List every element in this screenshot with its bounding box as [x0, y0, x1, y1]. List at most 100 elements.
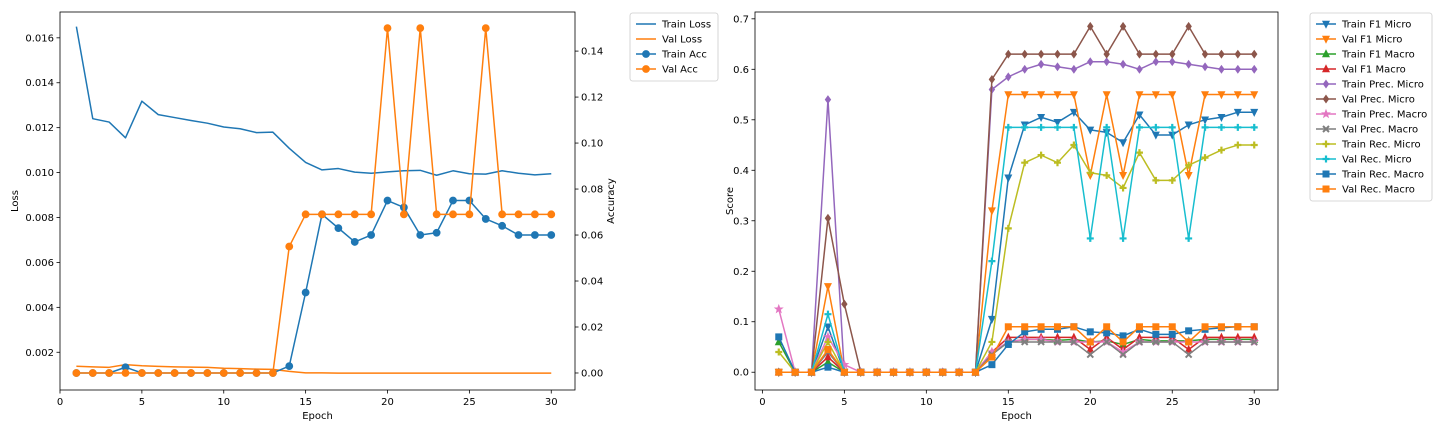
x-tick-label: 10	[920, 397, 933, 408]
legend-label: Train F1 Macro	[1341, 50, 1415, 61]
data-point-val-rec-micro	[824, 310, 832, 318]
series-line-val-loss	[76, 363, 552, 374]
data-point-val-acc	[350, 210, 359, 219]
data-point-val-f1-micro	[1201, 91, 1210, 100]
data-point-val-rec-macro	[1086, 338, 1094, 346]
data-point-train-prec-micro	[1087, 57, 1094, 67]
x-tick-label: 30	[1248, 397, 1261, 408]
y-tick-label: 0.004	[25, 303, 54, 314]
data-point-val-rec-macro	[873, 368, 881, 376]
data-point-val-prec-macro	[1070, 338, 1078, 346]
y-tick-label: 0.5	[733, 115, 749, 126]
data-point-val-prec-micro	[1103, 49, 1110, 59]
data-point-train-f1-micro	[1233, 108, 1242, 117]
data-point-val-rec-micro	[1201, 123, 1209, 131]
data-point-train-acc	[449, 196, 457, 205]
data-point-val-prec-micro	[1201, 49, 1209, 59]
data-point-train-f1-micro	[1086, 126, 1095, 135]
data-point-val-prec-micro	[1005, 49, 1012, 59]
data-point-val-acc	[121, 369, 130, 377]
data-point-train-rec-micro	[1103, 171, 1111, 179]
legend-entry-val-acc: Val Acc	[636, 65, 698, 76]
legend-label: Val Prec. Macro	[1342, 125, 1418, 136]
data-point-train-acc	[530, 231, 539, 239]
data-point-val-rec-micro	[1217, 123, 1225, 131]
legend-marker	[1322, 185, 1330, 193]
data-point-val-prec-micro	[1185, 21, 1192, 31]
data-point-train-rec-micro	[1135, 149, 1143, 157]
data-point-train-f1-micro	[987, 315, 996, 324]
data-point-train-rec-macro	[1119, 332, 1127, 340]
data-point-val-acc	[383, 24, 392, 32]
data-point-val-rec-micro	[1103, 123, 1111, 131]
data-point-val-prec-micro	[1037, 49, 1045, 59]
legend-entry-train-acc: Train Acc	[636, 50, 707, 61]
series-train-acc	[72, 196, 556, 377]
data-point-val-prec-macro	[1135, 338, 1144, 346]
data-point-val-acc	[399, 210, 408, 219]
data-point-train-rec-micro	[1185, 161, 1193, 169]
data-point-val-f1-micro	[823, 283, 832, 292]
y-right-tick-label: 0.00	[581, 368, 603, 379]
data-point-train-rec-micro	[1217, 146, 1225, 154]
data-point-val-rec-micro	[1185, 234, 1193, 242]
data-point-val-acc	[514, 210, 523, 219]
x-tick-label: 20	[381, 397, 394, 408]
data-point-train-acc	[481, 215, 490, 223]
legend-frame	[629, 12, 719, 82]
data-point-train-acc	[432, 228, 441, 237]
series-val-loss	[76, 363, 552, 374]
data-point-train-prec-micro	[1054, 62, 1061, 72]
data-point-val-acc	[432, 210, 441, 219]
legend-marker	[1321, 64, 1331, 73]
data-point-train-acc	[285, 362, 294, 370]
data-point-train-rec-micro	[1021, 159, 1029, 167]
data-point-val-acc	[170, 369, 179, 377]
y-tick-label: 0.7	[733, 14, 749, 25]
data-point-val-rec-micro	[1119, 234, 1127, 242]
data-point-train-f1-micro	[1069, 108, 1078, 117]
data-point-train-acc	[547, 231, 556, 239]
data-point-train-prec-micro	[1169, 57, 1176, 67]
data-point-val-acc	[88, 369, 97, 377]
data-point-train-rec-micro	[1086, 169, 1094, 177]
legend-entry-train-loss: Train Loss	[636, 20, 711, 31]
data-point-train-rec-macro	[1152, 330, 1160, 338]
data-point-val-rec-micro	[1168, 123, 1176, 131]
legend-label: Train Rec. Micro	[1341, 140, 1421, 151]
data-point-train-rec-macro	[1086, 328, 1094, 336]
legend-marker	[1322, 155, 1330, 163]
data-point-train-f1-micro	[1037, 113, 1046, 122]
series-train-f1-micro	[774, 108, 1259, 377]
x-tick-label: 25	[1166, 397, 1179, 408]
legend-label: Val F1 Micro	[1342, 35, 1402, 46]
data-point-val-prec-macro	[1250, 338, 1258, 346]
data-point-train-acc	[301, 288, 310, 297]
data-point-val-prec-macro	[1020, 338, 1029, 346]
data-point-train-f1-micro	[1004, 174, 1013, 183]
data-point-val-rec-macro	[972, 368, 980, 376]
legend-marker	[1321, 20, 1331, 29]
data-point-val-acc	[285, 242, 294, 251]
data-point-val-f1-micro	[1004, 91, 1013, 100]
data-point-train-rec-micro	[988, 338, 996, 346]
data-point-val-acc	[449, 210, 457, 219]
legend-label: Val Loss	[662, 35, 702, 46]
data-point-train-acc	[498, 221, 507, 230]
legend-marker	[1322, 125, 1330, 133]
data-point-train-rec-micro	[1119, 184, 1127, 192]
legend: Train Loss Val Loss Train Acc Val Acc	[629, 12, 719, 82]
data-point-train-rec-micro	[1037, 151, 1045, 159]
data-point-val-rec-micro	[1234, 123, 1242, 131]
legend: Train F1 Micro Val F1 Micro Train F1 Macro…	[1309, 12, 1433, 202]
data-point-val-f1-micro	[987, 207, 996, 216]
data-point-val-f1-micro	[1037, 91, 1046, 100]
data-point-val-prec-micro	[1119, 21, 1127, 31]
y-right-tick-label: 0.04	[581, 277, 603, 288]
data-point-train-acc	[383, 196, 392, 205]
y-right-tick-label: 0.08	[581, 185, 603, 196]
y-right-tick-label: 0.10	[581, 139, 603, 150]
series-val-rec-macro	[775, 323, 1258, 376]
data-point-val-prec-micro	[1136, 49, 1143, 59]
x-axis-label: Epoch	[1001, 411, 1032, 422]
